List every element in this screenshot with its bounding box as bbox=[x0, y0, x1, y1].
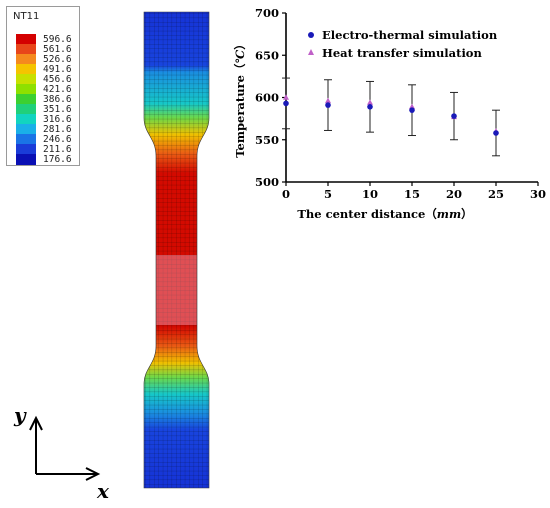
legend-value: 596.6 bbox=[43, 34, 72, 45]
contour-legend: NT11 596.6 561.6 526.6 491.6 456.6 421.6 386.6… bbox=[6, 6, 80, 166]
chart-marks bbox=[282, 77, 500, 157]
legend-swatch bbox=[16, 84, 36, 95]
legend-value: 246.6 bbox=[43, 134, 72, 145]
legend-value: 491.6 bbox=[43, 64, 72, 75]
legend-level-10: 246.6 bbox=[16, 134, 80, 145]
electro-thermal-point bbox=[409, 107, 415, 113]
legend-level-3: 491.6 bbox=[16, 64, 80, 75]
legend-swatch bbox=[16, 74, 36, 85]
electro-thermal-point bbox=[325, 102, 331, 108]
legend-level-0: 596.6 bbox=[16, 34, 80, 45]
legend-swatch bbox=[16, 144, 36, 155]
x-tick-label: 15 bbox=[404, 187, 420, 201]
heat-transfer-point bbox=[367, 99, 373, 105]
legend-level-9: 281.6 bbox=[16, 124, 80, 135]
highlight-region bbox=[150, 255, 200, 325]
legend-swatch bbox=[16, 34, 36, 45]
y-axis-letter: y bbox=[13, 403, 27, 427]
legend-label-electro-thermal: Electro-thermal simulation bbox=[322, 28, 498, 42]
legend-swatch bbox=[16, 104, 36, 115]
legend-swatch bbox=[16, 94, 36, 105]
y-tick-label: 500 bbox=[255, 175, 279, 189]
legend-level-11: 211.6 bbox=[16, 144, 80, 155]
legend-level-8: 316.6 bbox=[16, 114, 80, 125]
legend-swatch bbox=[16, 124, 36, 135]
legend-marker-triangle bbox=[308, 49, 314, 55]
x-tick-label: 30 bbox=[530, 187, 546, 201]
legend-level-6: 386.6 bbox=[16, 94, 80, 105]
electro-thermal-point bbox=[493, 130, 499, 136]
x-axis-label: The center distance（mm） bbox=[297, 207, 472, 221]
electro-thermal-point bbox=[367, 103, 373, 110]
x-tick-label: 0 bbox=[282, 187, 290, 201]
y-tick-label: 550 bbox=[255, 133, 279, 147]
y-tick-label: 600 bbox=[255, 91, 279, 105]
legend-level-5: 421.6 bbox=[16, 84, 80, 95]
x-tick-label: 10 bbox=[362, 187, 378, 201]
legend-value: 526.6 bbox=[43, 54, 72, 65]
heat-transfer-point bbox=[325, 97, 331, 104]
legend-swatch bbox=[16, 44, 36, 55]
electro-thermal-point bbox=[451, 113, 457, 119]
chart-legend: Electro-thermal simulation Heat transfer … bbox=[308, 28, 498, 60]
chart-axes: 0 5 10 15 20 25 30 500 550 600 650 700 bbox=[255, 6, 546, 201]
legend-level-7: 351.6 bbox=[16, 104, 80, 115]
legend-level-4: 456.6 bbox=[16, 74, 80, 85]
legend-value: 211.6 bbox=[43, 144, 72, 155]
legend-value: 316.6 bbox=[43, 114, 72, 125]
legend-swatch bbox=[16, 114, 36, 125]
legend-value: 561.6 bbox=[43, 44, 72, 55]
heat-transfer-point bbox=[283, 94, 289, 100]
legend-swatch bbox=[16, 54, 36, 65]
legend-label-heat-transfer: Heat transfer simulation bbox=[322, 46, 482, 60]
y-axis-label: Temperature（℃） bbox=[233, 38, 247, 157]
legend-value: 351.6 bbox=[43, 104, 72, 115]
heat-transfer-point bbox=[409, 103, 415, 109]
legend-swatch bbox=[16, 134, 36, 145]
electro-thermal-point bbox=[283, 100, 289, 107]
legend-title: NT11 bbox=[13, 11, 40, 22]
legend-value: 281.6 bbox=[43, 124, 72, 135]
legend-swatch bbox=[16, 154, 36, 165]
legend-level-2: 526.6 bbox=[16, 54, 80, 65]
legend-value: 456.6 bbox=[43, 74, 72, 85]
legend-level-1: 561.6 bbox=[16, 44, 80, 55]
legend-swatch bbox=[16, 64, 36, 75]
x-tick-label: 5 bbox=[324, 187, 332, 201]
legend-value: 176.6 bbox=[43, 154, 72, 165]
legend-level-12: 176.6 bbox=[16, 154, 80, 165]
y-tick-label: 650 bbox=[255, 48, 279, 62]
x-tick-label: 20 bbox=[446, 187, 462, 201]
legend-value: 386.6 bbox=[43, 94, 72, 105]
x-axis-letter: x bbox=[96, 479, 110, 503]
legend-marker-circle bbox=[308, 32, 314, 38]
x-tick-label: 25 bbox=[488, 187, 504, 201]
legend-value: 421.6 bbox=[43, 84, 72, 95]
y-tick-label: 700 bbox=[255, 6, 279, 20]
